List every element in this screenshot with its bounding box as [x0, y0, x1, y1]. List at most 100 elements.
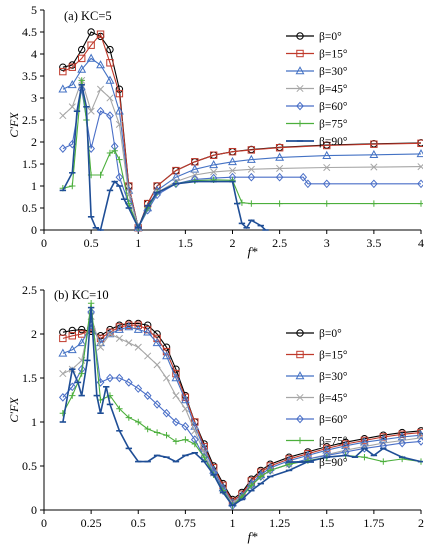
panel-a-kc5: 0 0.5 1 1.5 2 2.5 3 3.5 4 0 0.5 1 1.5 2 2.5 3 3.5 4 4.5 5 (a… [7, 3, 424, 259]
series-point-b75 [257, 473, 264, 480]
series-point-b45 [153, 361, 161, 369]
x-tick-label: 0 [41, 516, 47, 530]
x-tick-label: 1.5 [319, 516, 334, 530]
series-point-b30 [86, 53, 96, 62]
series-point-b15 [304, 449, 312, 458]
series-point-b15 [247, 146, 256, 154]
y-tick-label: 0 [31, 503, 37, 517]
legend-marker-b60 [296, 101, 304, 111]
series-point-b0 [78, 325, 86, 334]
series-point-b15 [379, 433, 388, 441]
series-point-b75 [323, 200, 330, 207]
series-point-b30 [246, 154, 256, 163]
series-point-b45 [87, 107, 95, 115]
series-point-b45 [191, 171, 199, 179]
series-point-b75 [201, 454, 208, 461]
plot-area [58, 28, 423, 232]
series-point-b15 [228, 147, 237, 156]
y-axis-label: C'FX [7, 112, 21, 138]
series-point-b45 [191, 427, 199, 435]
series-point-b60 [77, 84, 86, 94]
series-point-b60 [143, 391, 152, 400]
series-point-b60 [172, 417, 180, 427]
series-point-b60 [96, 106, 105, 116]
series-point-b15 [78, 330, 86, 338]
legend-marker-b30 [295, 371, 305, 380]
legend-label-b45: β=45° [319, 393, 348, 405]
series-point-b15 [275, 144, 284, 152]
series-point-b15 [323, 141, 331, 150]
series-point-b45 [276, 164, 284, 172]
series-point-b30 [228, 156, 237, 166]
series-point-b60 [238, 492, 246, 502]
legend-marker-b15 [296, 350, 304, 359]
plot-area [58, 300, 423, 510]
series-point-b0 [59, 63, 67, 71]
series-point-b15 [153, 182, 161, 190]
series-point-b45 [68, 103, 76, 111]
y-tick-label: 0.5 [22, 201, 37, 215]
legend-marker-b0 [296, 329, 304, 337]
series-point-b75 [361, 454, 368, 461]
y-tick-label: 2 [31, 135, 37, 149]
series-line-b15 [62, 33, 422, 230]
series-point-b30 [190, 164, 200, 173]
y-tick-label: 3.5 [22, 69, 37, 83]
legend-label-b30: β=30° [319, 371, 348, 383]
series-point-b45 [106, 94, 114, 102]
x-tick-label: 0.5 [131, 516, 146, 530]
series-point-b75 [69, 182, 76, 190]
series-point-b60 [172, 179, 180, 189]
series-point-b15 [417, 428, 423, 437]
series-point-b75 [116, 156, 123, 163]
series-point-b45 [125, 339, 133, 347]
series-point-b45 [228, 167, 237, 175]
series-point-b75 [417, 200, 423, 207]
series-point-b45 [59, 370, 67, 378]
y-tick-label: 0 [31, 223, 37, 237]
x-tick-label: 1.25 [269, 516, 290, 530]
series-line-b45 [62, 314, 422, 504]
series-point-b30 [180, 395, 190, 404]
series-point-b45 [115, 334, 123, 342]
legend-label-b75: β=75° [319, 119, 348, 131]
series-point-b60 [417, 179, 423, 189]
series-point-b60 [360, 444, 369, 453]
legend-marker-b30 [295, 66, 305, 75]
legend: β=0° β=15° β=30° β=45° β=60° β=75° β=90° [286, 31, 348, 148]
series-point-b30 [114, 324, 124, 333]
series-line-b0 [62, 322, 422, 501]
x-axis-label: f* [247, 244, 258, 259]
series-point-b0 [106, 45, 114, 54]
series-point-b30 [275, 152, 285, 161]
series-point-b45 [96, 343, 105, 351]
series-point-b75 [116, 405, 123, 412]
series-point-b45 [172, 392, 180, 400]
legend-marker-b0 [296, 32, 304, 40]
series-point-b30 [162, 351, 171, 360]
x-tick-label: 1.5 [178, 236, 193, 250]
legend-label-b90: β=90° [319, 136, 348, 148]
series-point-b60 [106, 373, 114, 383]
legend-label-b15: β=15° [319, 49, 348, 61]
series-point-b75 [135, 418, 142, 426]
legend-label-b60: β=60° [319, 101, 348, 113]
series-point-b60 [247, 172, 256, 182]
legend-marker-b75 [296, 120, 304, 127]
series-point-b75 [144, 425, 151, 433]
legend-label-b0: β=0° [319, 31, 342, 43]
series-point-b15 [78, 54, 86, 63]
series-point-b60 [162, 408, 171, 418]
y-tick-label: 1.5 [22, 371, 37, 385]
series-point-b60 [134, 384, 143, 393]
series-line-b90 [62, 84, 267, 232]
y-tick-label: 2.5 [22, 113, 37, 127]
legend-label-b30: β=30° [319, 66, 348, 78]
series-point-b30 [77, 64, 87, 73]
series-point-b75 [153, 429, 161, 436]
series-point-b60 [417, 437, 423, 446]
series-point-b60 [115, 172, 124, 182]
series-point-b0 [87, 28, 95, 36]
series-point-b30 [96, 60, 105, 69]
series-point-b30 [124, 322, 134, 331]
